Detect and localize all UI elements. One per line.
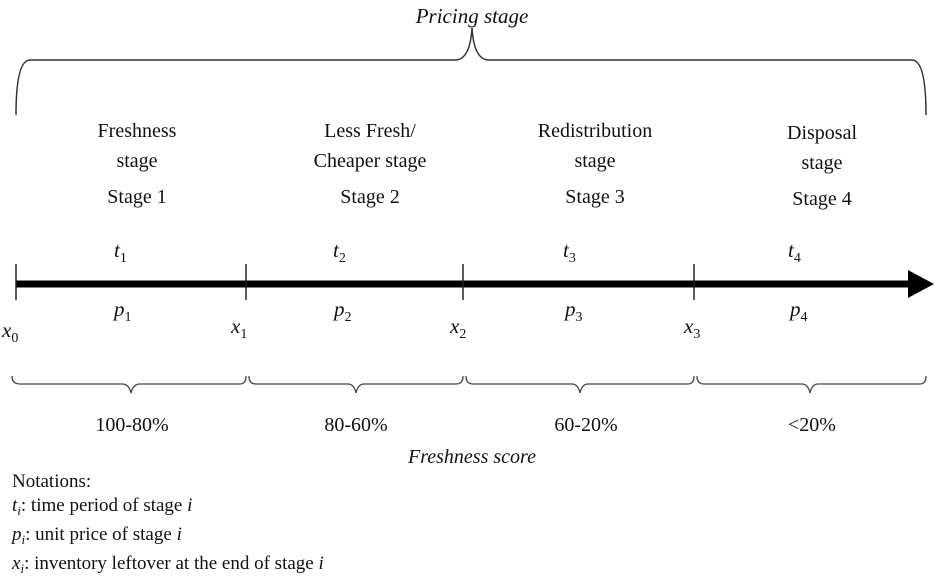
freshness-score-label: Freshness score — [408, 446, 536, 468]
stage-1-name-line2: stage — [116, 150, 158, 172]
bottom-brace-4 — [696, 375, 927, 394]
p4-label: p4 — [790, 297, 808, 325]
stage-3-name-line1: Redistribution — [537, 120, 653, 142]
score-stage-2: 80-60% — [324, 414, 388, 436]
stage-2-name-line1: Less Fresh/ — [324, 120, 416, 142]
stage-3-block: Redistribution stage Stage 3 — [485, 116, 705, 212]
top-brace — [15, 27, 927, 116]
p2-label: p2 — [334, 297, 352, 325]
pricing-stage-title: Pricing stage — [415, 4, 529, 28]
t1-label: t1 — [114, 238, 127, 266]
stage-3-label: Stage 3 — [565, 186, 625, 208]
stage-4-name-line1: Disposal — [787, 122, 857, 144]
score-stage-1: 100-80% — [95, 414, 169, 436]
x3-label: x3 — [684, 314, 701, 342]
x0-label: x0 — [2, 318, 19, 346]
stage-3-name-line2: stage — [574, 150, 616, 172]
p3-label: p3 — [565, 297, 583, 325]
score-stage-4: <20% — [788, 414, 836, 436]
x1-label: x1 — [231, 314, 248, 342]
stage-2-label: Stage 2 — [340, 186, 400, 208]
stage-2-name-line2: Cheaper stage — [313, 150, 427, 172]
stage-4-name-line2: stage — [801, 152, 843, 174]
stage-1-label: Stage 1 — [107, 186, 167, 208]
t2-label: t2 — [333, 238, 346, 266]
p1-label: p1 — [114, 297, 132, 325]
bottom-brace-3 — [465, 375, 695, 394]
bottom-brace-1 — [11, 375, 247, 394]
stage-4-block: Disposal stage Stage 4 — [712, 118, 932, 214]
notation-p: pi: unit price of stage i — [12, 524, 182, 547]
notations-block: Notations: ti: time period of stage i pi… — [12, 470, 324, 581]
notations-heading: Notations: — [12, 471, 92, 492]
notation-t: ti: time period of stage i — [12, 495, 193, 518]
stage-4-label: Stage 4 — [792, 188, 852, 210]
timeline-arrowhead — [908, 270, 934, 298]
bottom-brace-2 — [248, 375, 464, 394]
notation-x: xi: inventory leftover at the end of sta… — [12, 553, 324, 576]
stage-1-name-line1: Freshness — [97, 120, 177, 142]
score-stage-3: 60-20% — [554, 414, 618, 436]
x2-label: x2 — [450, 314, 467, 342]
t3-label: t3 — [563, 238, 576, 266]
stage-1-block: Freshness stage Stage 1 — [27, 116, 247, 212]
t4-label: t4 — [788, 238, 801, 266]
stage-2-block: Less Fresh/ Cheaper stage Stage 2 — [260, 116, 480, 212]
